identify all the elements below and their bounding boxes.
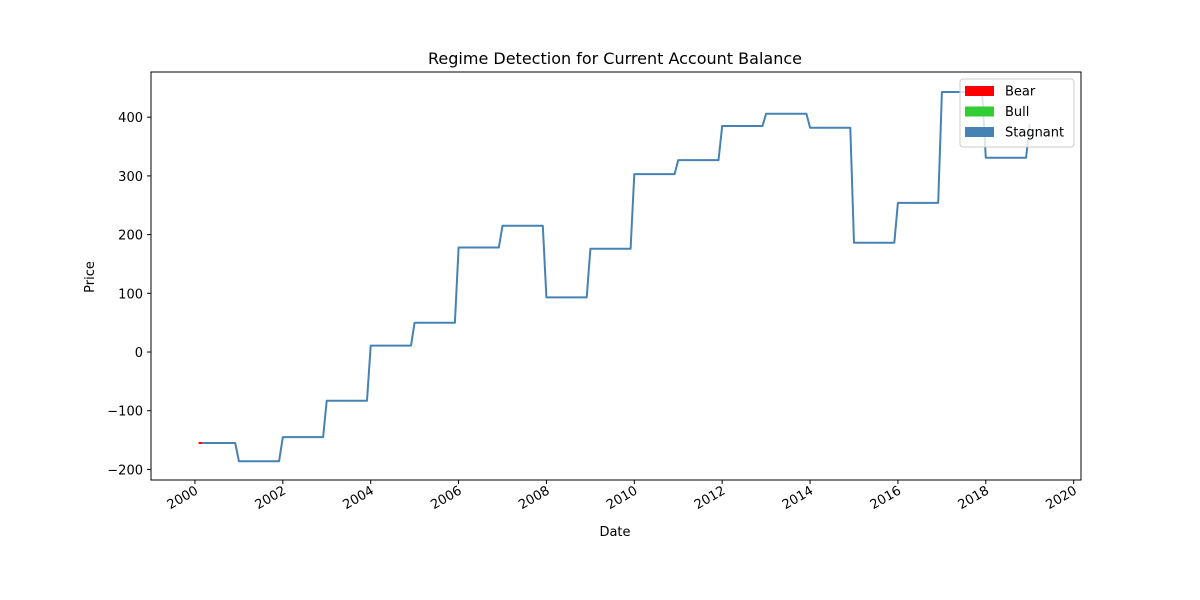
x-tick-label: 2004	[341, 483, 377, 513]
legend-swatch-stagnant	[965, 127, 994, 137]
y-tick-label: 300	[118, 170, 143, 185]
x-tick-label: 2020	[1044, 483, 1080, 513]
x-tick-label: 2002	[253, 483, 289, 513]
x-tick-label: 2010	[604, 483, 640, 513]
x-axis-title: Date	[599, 525, 630, 540]
x-tick-label: 2014	[780, 483, 816, 513]
y-tick-label: 400	[118, 111, 143, 126]
y-tick-label: 100	[118, 287, 143, 302]
legend: Bear Bull Stagnant	[959, 78, 1075, 148]
x-tick-label: 2008	[516, 483, 552, 513]
plot-area	[198, 91, 1031, 463]
plot-frame	[150, 71, 1082, 481]
legend-label-bear: Bear	[1005, 85, 1036, 100]
y-axis: −200 −100 0 100 200 300 400	[107, 111, 151, 478]
x-tick-label: 2018	[956, 483, 992, 513]
legend-label-stagnant: Stagnant	[1005, 126, 1064, 141]
legend-swatch-bear	[965, 86, 994, 96]
x-tick-label: 2016	[868, 483, 904, 513]
chart-title: Regime Detection for Current Account Bal…	[428, 49, 802, 68]
y-axis-title: Price	[83, 261, 98, 293]
legend-label-bull: Bull	[1005, 105, 1029, 120]
y-tick-label: −200	[107, 463, 143, 478]
x-axis: 2000 2002 2004 2006 2008 2010 2012 2014 2016 2018…	[165, 480, 1080, 513]
legend-swatch-bull	[965, 106, 994, 117]
y-tick-label: −100	[107, 405, 143, 420]
series-line-stagnant	[202, 91, 1031, 463]
x-tick-label: 2012	[692, 483, 728, 513]
x-tick-label: 2006	[428, 483, 464, 513]
y-tick-label: 0	[135, 346, 143, 361]
y-tick-label: 200	[118, 229, 143, 244]
x-tick-label: 2000	[165, 483, 201, 513]
